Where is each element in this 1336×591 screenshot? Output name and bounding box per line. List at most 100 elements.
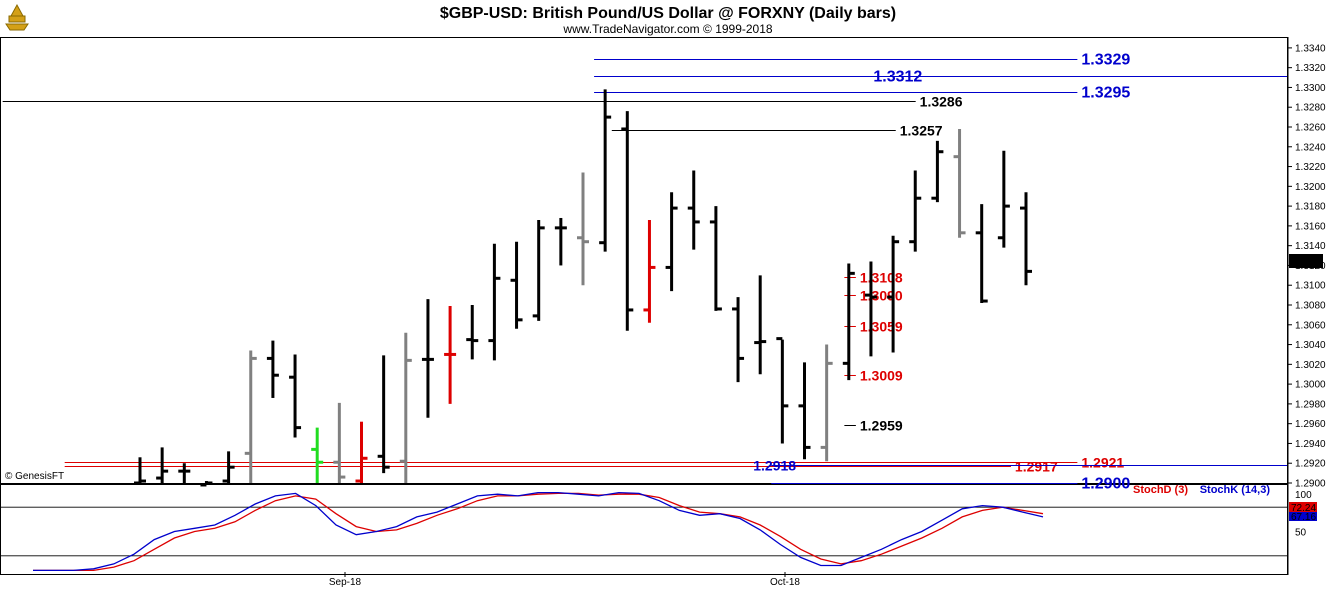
ohlc-bar <box>842 263 855 381</box>
stoch-d-value: 72.24 <box>1291 503 1316 514</box>
y-tick-label: 1.3040 <box>1295 340 1326 351</box>
ohlc-bar <box>687 170 700 250</box>
ohlc-bar <box>266 340 279 398</box>
level-label: 1.3009 <box>860 368 903 384</box>
y-tick-label: 1.3340 <box>1295 43 1326 54</box>
level-label: 1.2900 <box>1081 476 1130 493</box>
ohlc-bar <box>178 463 191 483</box>
y-tick-label: 1.3180 <box>1295 202 1326 213</box>
ohlc-bar <box>355 421 368 483</box>
ohlc-bar <box>665 192 678 292</box>
level-label: 1.2917 <box>1015 459 1058 475</box>
last-price-label: 1.3114 <box>1291 257 1321 268</box>
ohlc-bar <box>399 332 412 483</box>
ohlc-bar <box>244 350 257 483</box>
ohlc-bar <box>554 217 567 266</box>
y-tick-label: 1.2940 <box>1295 439 1326 450</box>
watermark: © GenesisFT <box>5 471 64 482</box>
y-tick-label: 1.3080 <box>1295 301 1326 312</box>
ohlc-bar <box>222 451 235 483</box>
ohlc-bar <box>798 362 811 460</box>
level-label: 1.2918 <box>753 458 796 474</box>
stoch-d-legend: StochD (3) <box>1133 484 1188 496</box>
x-tick-label: Sep-18 <box>329 577 362 588</box>
ohlc-bar <box>975 204 988 304</box>
level-label: 1.3329 <box>1081 52 1130 69</box>
trade-navigator-logo <box>2 2 32 34</box>
stoch-k-value: 67.16 <box>1291 512 1316 523</box>
ohlc-bar <box>621 111 634 331</box>
ohlc-bar <box>754 275 767 375</box>
last-price-marker: 1.3114 <box>1289 254 1323 268</box>
y-tick-label: 1.3240 <box>1295 142 1326 153</box>
chart-title: $GBP-USD: British Pound/US Dollar @ FORX… <box>440 5 896 22</box>
y-tick-label: 1.3100 <box>1295 281 1326 292</box>
level-label: 1.3312 <box>873 69 922 86</box>
stoch-tick-label: 100 <box>1295 490 1312 501</box>
level-label: 1.2921 <box>1081 455 1124 471</box>
y-tick-label: 1.3000 <box>1295 380 1326 391</box>
stoch-value-badges: 72.24 67.16 <box>1289 502 1317 523</box>
stochastic-panel: 100 50 <box>1 490 1312 572</box>
price-axis: 1.3340 1.3320 1.3300 1.3280 1.3260 1.3240 1.32… <box>1288 43 1326 490</box>
ohlc-bar <box>599 89 612 252</box>
y-tick-label: 1.3320 <box>1295 63 1326 74</box>
ohlc-bar <box>864 261 877 357</box>
y-tick-label: 1.2960 <box>1295 419 1326 430</box>
ohlc-bar <box>532 219 545 321</box>
level-label: 1.3257 <box>900 123 943 139</box>
y-tick-label: 1.2980 <box>1295 399 1326 410</box>
date-axis: Sep-18 Oct-18 <box>329 572 800 588</box>
y-tick-label: 1.3300 <box>1295 83 1326 94</box>
chart-subtitle: www.TradeNavigator.com © 1999-2018 <box>562 22 772 36</box>
ohlc-bar <box>510 241 523 329</box>
ohlc-bar <box>997 150 1010 248</box>
ohlc-bar <box>421 299 434 418</box>
y-tick-label: 1.3280 <box>1295 103 1326 114</box>
stoch-d-line <box>33 492 1044 572</box>
level-label: 1.3108 <box>860 270 903 286</box>
ohlc-bar <box>333 402 346 483</box>
y-tick-label: 1.3020 <box>1295 360 1326 371</box>
level-label: 1.3295 <box>1081 85 1130 102</box>
ohlc-bar <box>820 344 833 462</box>
ohlc-bar <box>732 297 745 383</box>
level-label: 1.3059 <box>860 319 903 335</box>
ohlc-bar <box>200 481 213 487</box>
ohlc-bar <box>643 219 656 323</box>
ohlc-bar <box>488 243 501 361</box>
ohlc-bar <box>466 305 479 360</box>
ohlc-bar <box>887 235 900 353</box>
ohlc-bar <box>1020 192 1032 286</box>
ohlc-bar <box>953 128 966 238</box>
ohlc-bar <box>134 457 146 485</box>
level-label: 1.2959 <box>860 418 903 434</box>
y-tick-label: 1.3060 <box>1295 320 1326 331</box>
y-tick-label: 1.3140 <box>1295 241 1326 252</box>
ohlc-bar <box>311 427 324 483</box>
ohlc-bar <box>444 305 457 404</box>
level-label: 1.3286 <box>920 94 963 110</box>
ohlc-bar <box>577 172 589 286</box>
y-tick-label: 1.3220 <box>1295 162 1326 173</box>
ohlc-bar <box>156 447 169 483</box>
stoch-k-line <box>33 491 1044 572</box>
ohlc-bar <box>377 355 390 474</box>
stoch-k-legend: StochK (14,3) <box>1200 484 1271 496</box>
ohlc-bar <box>289 354 302 438</box>
level-lines: 1.3329 1.3312 1.3295 1.3286 1.3257 1.3108 1.30… <box>2 52 1287 493</box>
ohlc-bar <box>776 337 789 444</box>
ohlc-bar <box>709 206 722 311</box>
ohlc-bar <box>909 170 922 252</box>
y-tick-label: 1.2900 <box>1295 479 1326 490</box>
y-tick-label: 1.3160 <box>1295 221 1326 232</box>
y-tick-label: 1.3260 <box>1295 123 1326 134</box>
stoch-tick-label: 50 <box>1295 528 1307 539</box>
y-tick-label: 1.2920 <box>1295 459 1326 470</box>
y-tick-label: 1.3200 <box>1295 182 1326 193</box>
x-tick-label: Oct-18 <box>770 577 800 588</box>
price-bars <box>134 89 1032 487</box>
ohlc-bar <box>931 140 944 203</box>
